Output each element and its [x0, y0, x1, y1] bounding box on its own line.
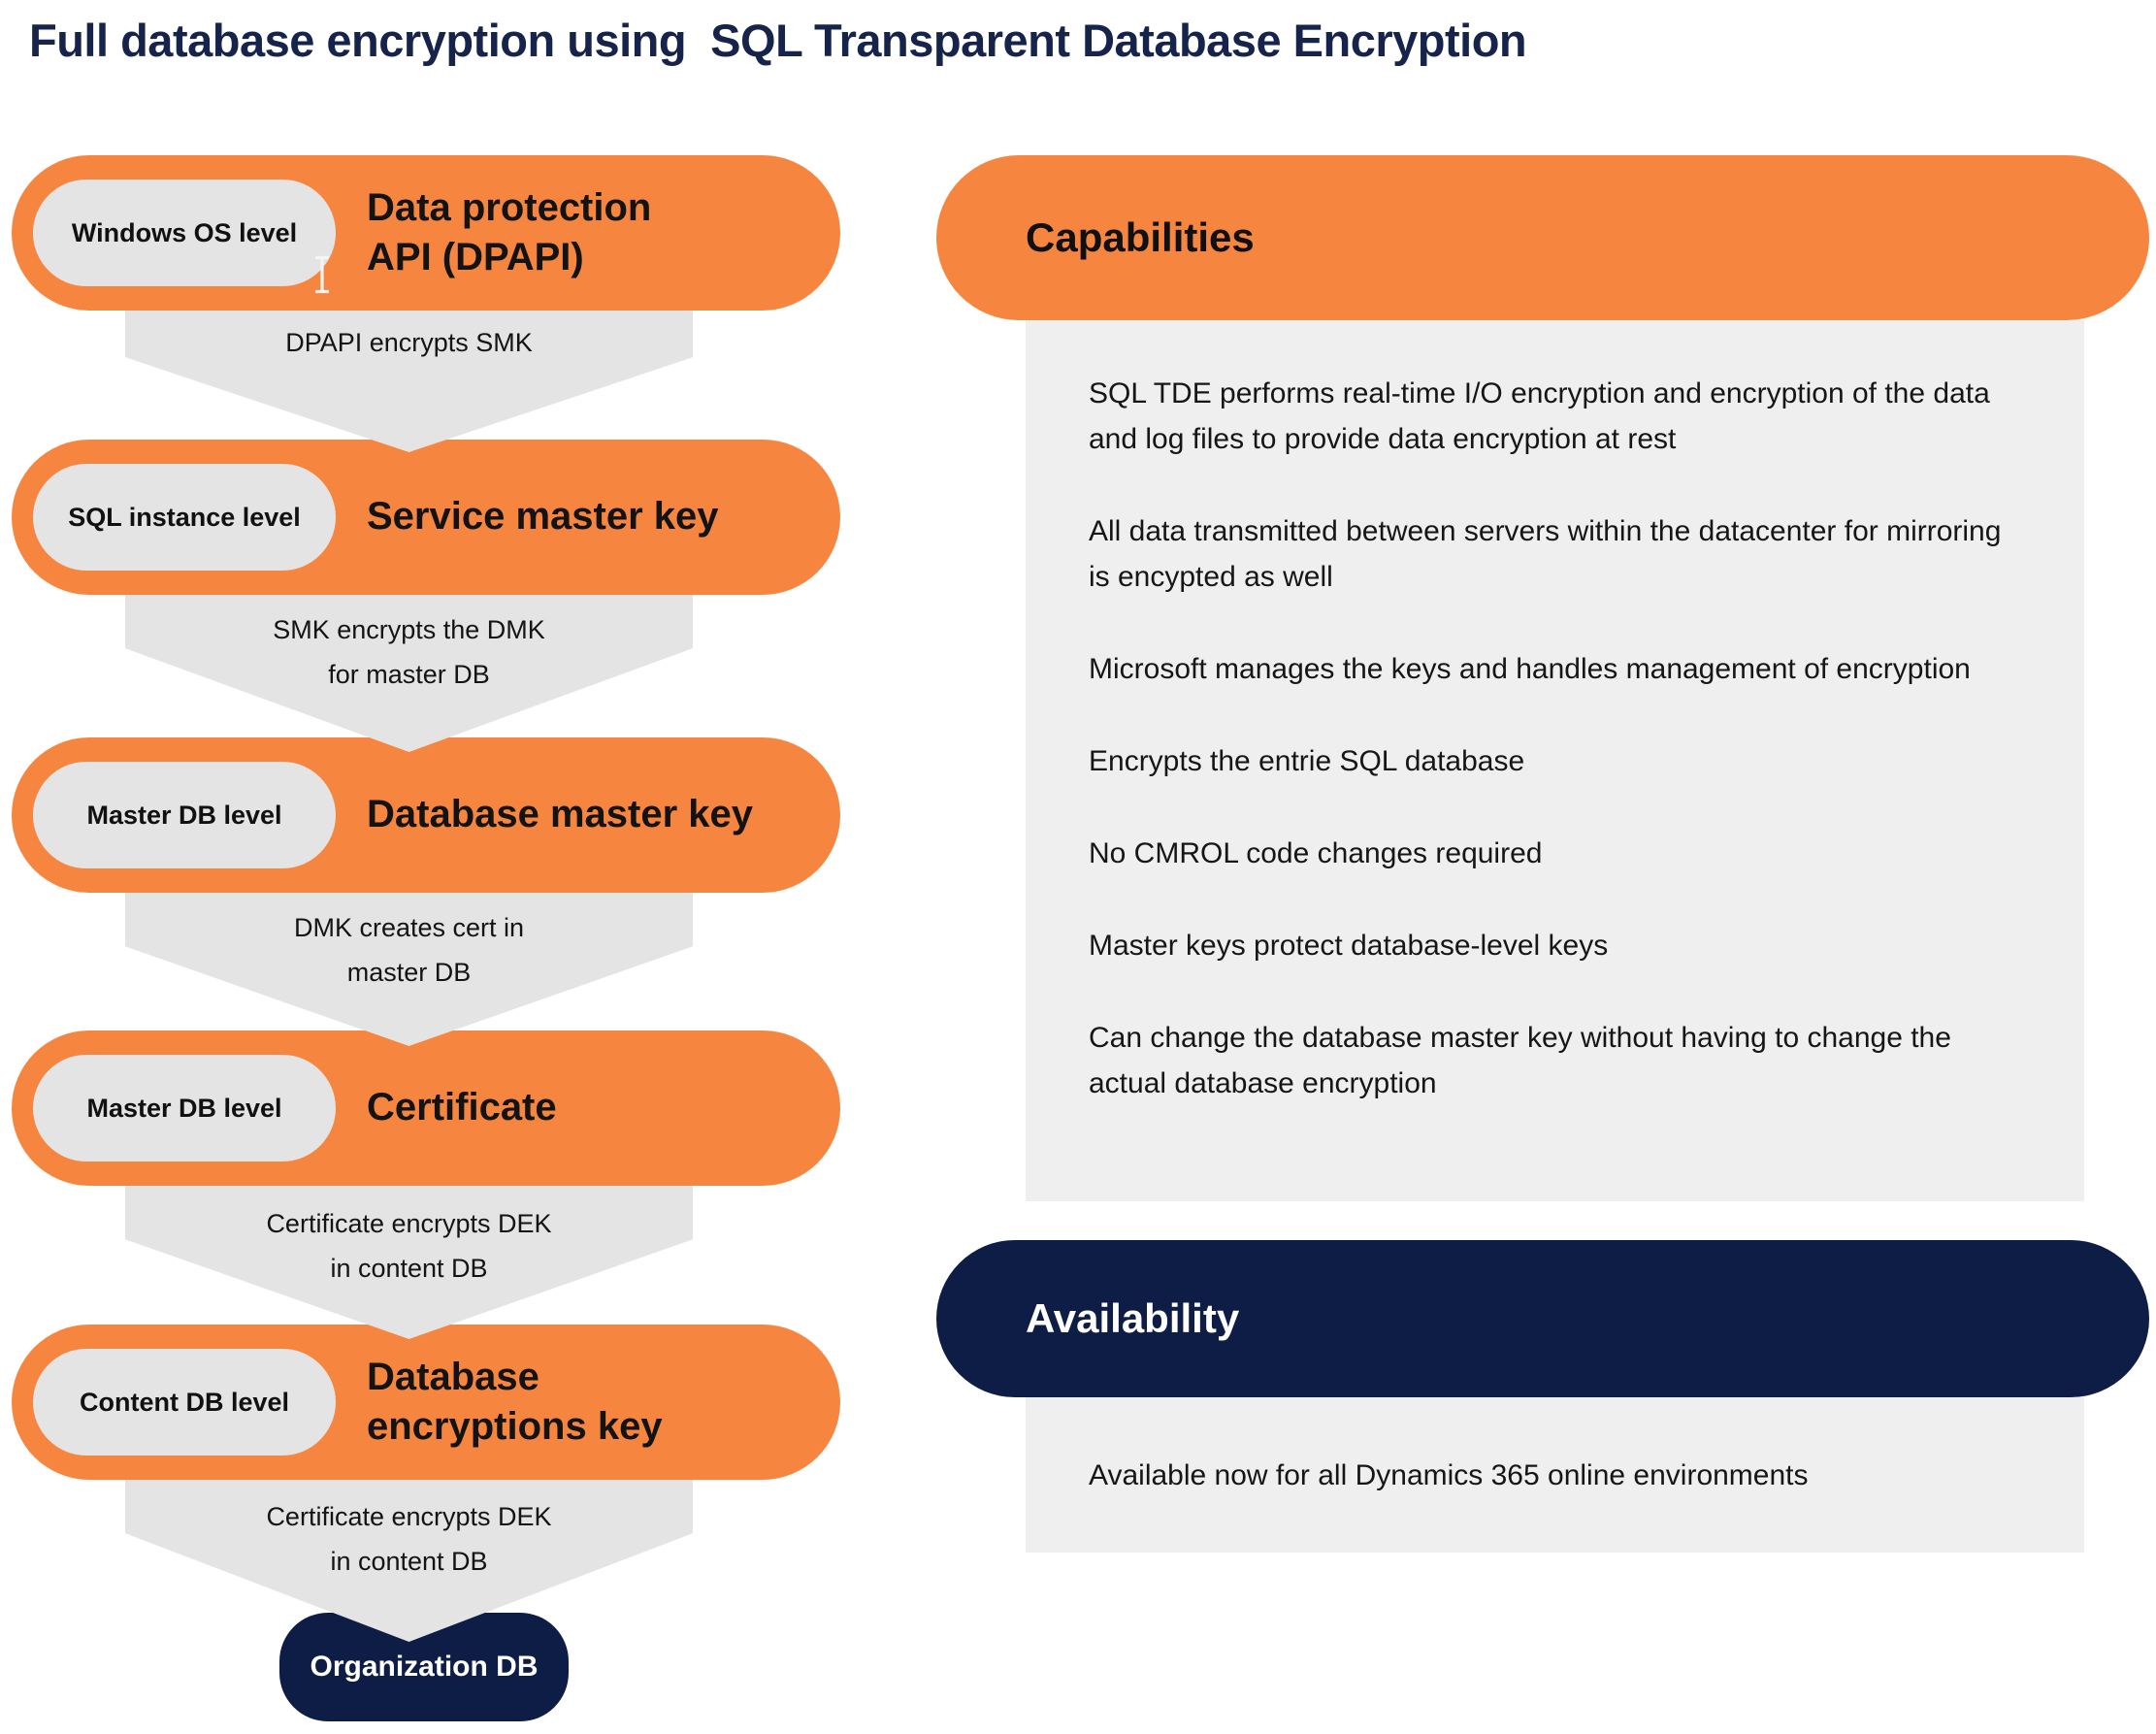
capability-item: Encrypts the entrie SQL database	[1089, 745, 1525, 777]
stage-label-database-encryption-key: Database encryptions key	[367, 1355, 663, 1448]
availability-header: Availability	[936, 1240, 2149, 1397]
stage-label-database-master-key: Database master key	[367, 793, 754, 836]
capability-item: Master keys protect database-level keys	[1089, 930, 1609, 962]
capability-item: Microsoft manages the keys and handles m…	[1089, 653, 1971, 685]
capabilities-panel: SQL TDE performs real-time I/O encryptio…	[1026, 320, 2084, 1201]
capability-item: SQL TDE performs real-time I/O encryptio…	[1089, 377, 1990, 455]
level-pill-sql-instance: SQL instance level	[33, 464, 336, 571]
level-pill-windows-os: Windows OS level	[33, 180, 336, 286]
arrow-caption: DMK creates cert in master DB	[293, 913, 525, 987]
arrow-caption: Certificate encrypts DEK in content DB	[266, 1209, 552, 1283]
page-title: Full database encryption using SQL Trans…	[29, 15, 1527, 66]
text-cursor-icon	[311, 255, 333, 294]
availability-item: Available now for all Dynamics 365 onlin…	[1089, 1458, 1809, 1491]
arrow-caption: Certificate encrypts DEK in content DB	[266, 1502, 552, 1576]
arrow-caption: SMK encrypts the DMK for master DB	[273, 615, 545, 689]
capability-item: Can change the database master key witho…	[1089, 1022, 1951, 1099]
stage-label-dpapi: Data protection API (DPAPI)	[367, 185, 652, 278]
capabilities-header: Capabilities	[936, 155, 2149, 320]
availability-panel: Available now for all Dynamics 365 onlin…	[1026, 1397, 2084, 1553]
stage-label-certificate: Certificate	[367, 1086, 557, 1129]
level-pill-master-db-2: Master DB level	[33, 1055, 336, 1161]
capability-item: No CMROL code changes required	[1089, 837, 1543, 869]
stage-label-service-master-key: Service master key	[367, 495, 719, 539]
arrow-caption: DPAPI encrypts SMK	[285, 328, 533, 357]
level-pill-master-db-1: Master DB level	[33, 762, 336, 868]
level-pill-content-db: Content DB level	[33, 1349, 336, 1456]
capability-item: All data transmitted between servers wit…	[1089, 515, 2002, 593]
